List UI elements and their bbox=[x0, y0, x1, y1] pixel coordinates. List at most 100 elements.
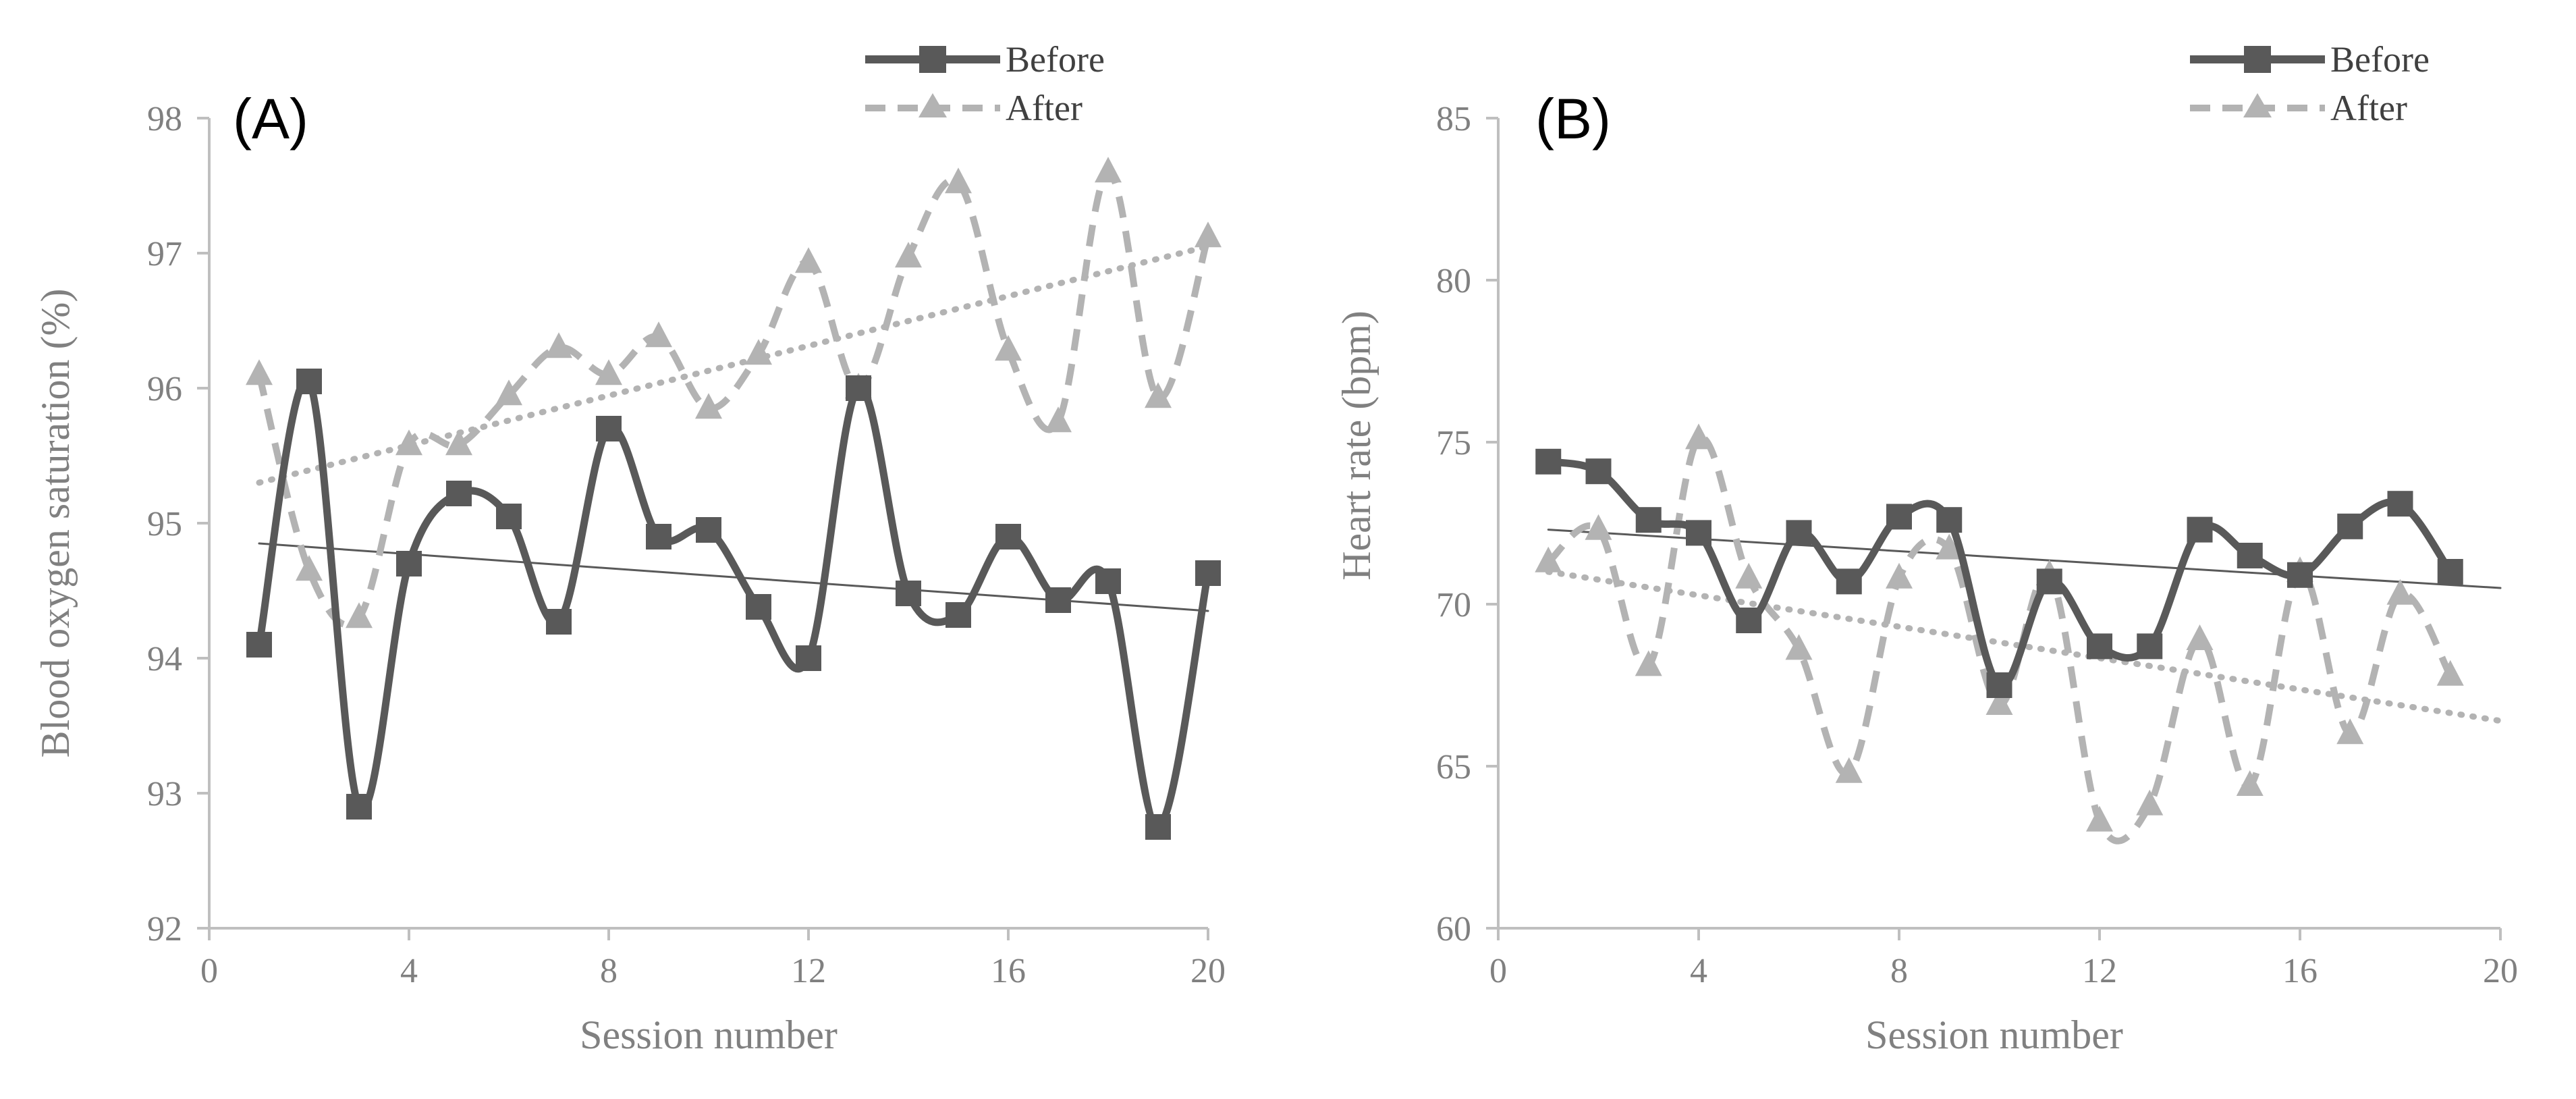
chart-b-xtick-label: 20 bbox=[2483, 952, 2518, 990]
chart-a-before-point bbox=[296, 369, 322, 394]
chart-a-after-point bbox=[895, 242, 922, 268]
chart-b-legend-before-marker bbox=[2244, 46, 2271, 73]
chart-a-before-point bbox=[246, 632, 272, 658]
chart-a-after-point bbox=[695, 393, 722, 419]
chart-a-before-point bbox=[396, 551, 422, 577]
chart-b-after-point bbox=[2436, 660, 2464, 686]
chart-a-after-point bbox=[1095, 157, 1122, 183]
chart-b-after-point bbox=[1735, 562, 1763, 589]
chart-b-before-point bbox=[1686, 520, 1711, 546]
chart-a-before-point bbox=[346, 794, 372, 820]
chart-b-before-point bbox=[2287, 562, 2313, 588]
chart-a-before-point bbox=[896, 581, 921, 606]
chart-a-series bbox=[246, 157, 1222, 840]
chart-a-after-point bbox=[995, 335, 1022, 361]
chart-b-before-point bbox=[2337, 513, 2363, 539]
chart-b-before-point bbox=[2137, 633, 2163, 660]
chart-b-before-point bbox=[2387, 491, 2413, 517]
chart-b-after-point bbox=[2136, 789, 2164, 815]
chart-b-after-point bbox=[1785, 634, 1813, 660]
chart-a-ytick-label: 94 bbox=[147, 640, 182, 678]
chart-b-yticks: 60 65 70 75 80 85 bbox=[1436, 100, 1498, 948]
chart-b-axes bbox=[1497, 118, 2500, 930]
chart-a-before-point bbox=[546, 609, 572, 635]
chart-a-after-point bbox=[645, 321, 672, 348]
chart-a-ytick-label: 92 bbox=[147, 910, 182, 948]
chart-panel-a: 92 93 94 95 96 97 98 0 4 8 12 16 20 (A) Session num… bbox=[33, 39, 1226, 1057]
chart-a-legend: Before After bbox=[865, 39, 1105, 128]
chart-a-ytick-label: 97 bbox=[147, 235, 182, 273]
chart-a-before-point bbox=[1195, 560, 1221, 586]
chart-b-before-point bbox=[2437, 559, 2463, 585]
chart-a-xtick-label: 4 bbox=[400, 952, 418, 990]
chart-b-xtick-label: 12 bbox=[2082, 952, 2117, 990]
chart-a-legend-after-label: After bbox=[1006, 88, 1083, 128]
chart-b-legend-after-marker bbox=[2243, 93, 2272, 117]
chart-a-ytick-label: 93 bbox=[147, 775, 182, 813]
chart-a-before-point bbox=[1045, 587, 1071, 613]
chart-a-after-point bbox=[346, 602, 373, 628]
chart-b-after-point bbox=[2336, 718, 2364, 745]
chart-b-before-point bbox=[1535, 448, 1562, 475]
chart-b-panel-label: (B) bbox=[1535, 87, 1611, 151]
chart-b-before-point bbox=[1786, 520, 1812, 546]
chart-a-before-point bbox=[1095, 568, 1121, 594]
chart-b-after-point bbox=[1685, 423, 1712, 450]
chart-b-legend: Before After bbox=[2190, 39, 2430, 128]
chart-a-before-point bbox=[646, 524, 672, 550]
chart-b-after-point bbox=[2386, 579, 2414, 605]
chart-a-before-point bbox=[995, 524, 1021, 550]
chart-panel-b: 60 65 70 75 80 85 0 4 8 12 16 20 (B) Session numbe… bbox=[1334, 39, 2518, 1057]
chart-a-legend-before-marker bbox=[919, 46, 946, 73]
chart-b-after-point bbox=[1936, 533, 1963, 560]
chart-b-after-point bbox=[1835, 757, 1863, 783]
chart-a-after-point bbox=[1045, 406, 1072, 433]
chart-b-before-point bbox=[1986, 672, 2012, 698]
chart-b-ytick-label: 85 bbox=[1436, 100, 1471, 138]
chart-a-before-point bbox=[796, 645, 821, 671]
chart-b-xticks: 0 4 8 12 16 20 bbox=[1489, 928, 2518, 990]
chart-b-after-point bbox=[1585, 514, 1612, 540]
chart-b-after-point bbox=[1886, 562, 1913, 589]
chart-a-after-point bbox=[795, 247, 822, 273]
chart-b-after-point bbox=[1635, 650, 1662, 676]
chart-a-y-axis-title: Blood oxygen saturation (%) bbox=[33, 289, 78, 758]
chart-a-after-point bbox=[495, 379, 522, 406]
chart-b-ytick-label: 75 bbox=[1436, 424, 1471, 462]
chart-a-after-point bbox=[945, 167, 972, 194]
chart-b-before-point bbox=[1585, 458, 1612, 485]
chart-a-ytick-label: 98 bbox=[147, 100, 182, 138]
chart-a-yticks: 92 93 94 95 96 97 98 bbox=[147, 100, 209, 948]
chart-b-before-point bbox=[1886, 504, 1912, 530]
chart-a-x-axis-title: Session number bbox=[580, 1013, 838, 1057]
chart-a-after-point bbox=[246, 359, 273, 385]
chart-b-series-after-line bbox=[1546, 434, 2454, 845]
chart-a-xtick-label: 16 bbox=[991, 952, 1026, 990]
chart-a-before-point bbox=[496, 504, 522, 529]
chart-b-legend-after-label: After bbox=[2330, 88, 2407, 128]
chart-a-before-point bbox=[846, 375, 871, 401]
chart-a-after-point bbox=[745, 339, 772, 365]
chart-a-after-point bbox=[296, 555, 323, 581]
chart-b-before-point bbox=[1635, 507, 1662, 533]
chart-b-series bbox=[1535, 423, 2464, 845]
chart-b-before-point bbox=[1836, 568, 1862, 595]
chart-a-after-point bbox=[1145, 382, 1172, 408]
chart-a-xtick-label: 8 bbox=[600, 952, 618, 990]
chart-a-xtick-label: 20 bbox=[1190, 952, 1226, 990]
chart-b-xtick-label: 8 bbox=[1890, 952, 1908, 990]
chart-b-x-axis-title: Session number bbox=[1865, 1013, 2123, 1057]
chart-b-after-point bbox=[2186, 624, 2214, 650]
chart-a-before-point bbox=[446, 481, 472, 506]
chart-b-before-point bbox=[1936, 507, 1963, 533]
chart-a-before-point bbox=[596, 416, 622, 441]
chart-b-before-point bbox=[1736, 608, 1762, 633]
chart-b-xtick-label: 16 bbox=[2282, 952, 2318, 990]
chart-b-after-point bbox=[2236, 770, 2264, 796]
chart-b-after-point bbox=[1535, 546, 1562, 572]
chart-a-legend-before-label: Before bbox=[1006, 39, 1105, 80]
chart-a-xticks: 0 4 8 12 16 20 bbox=[200, 928, 1226, 990]
chart-b-y-axis-title: Heart rate (bpm) bbox=[1334, 311, 1379, 581]
chart-a-before-point bbox=[696, 517, 721, 543]
